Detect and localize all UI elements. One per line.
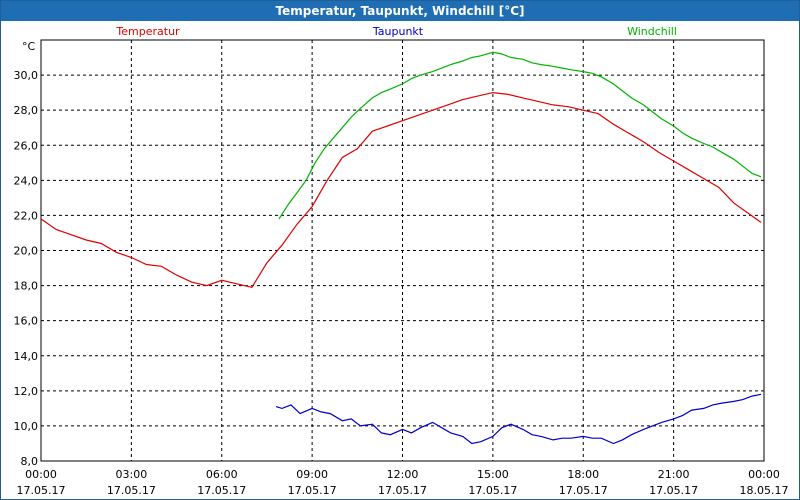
y-tick-label: 12,0 (14, 385, 39, 398)
x-tick-time: 00:00 (25, 468, 57, 481)
plot-frame (40, 39, 765, 462)
y-axis-label: °C (22, 40, 36, 53)
window-title: Temperatur, Taupunkt, Windchill [°C] (1, 1, 799, 21)
x-tick-time: 03:00 (116, 468, 148, 481)
x-tick-time: 21:00 (658, 468, 690, 481)
y-tick-label: 28,0 (14, 104, 39, 117)
y-tick-label: 18,0 (14, 280, 39, 293)
x-tick-time: 18:00 (567, 468, 599, 481)
x-tick-time: 12:00 (387, 468, 419, 481)
y-tick-label: 24,0 (14, 174, 39, 187)
x-tick-time: 09:00 (296, 468, 328, 481)
x-tick-date: 17.05.17 (197, 484, 246, 497)
y-tick-label: 20,0 (14, 245, 39, 258)
y-tick-label: 14,0 (14, 350, 39, 363)
x-tick-time: 00:00 (748, 468, 780, 481)
x-tick-time: 06:00 (206, 468, 238, 481)
x-tick-time: 15:00 (477, 468, 509, 481)
x-tick-date: 18.05.17 (740, 484, 789, 497)
y-tick-label: 10,0 (14, 420, 39, 433)
y-tick-label: 8,0 (21, 455, 39, 468)
y-tick-label: 30,0 (14, 69, 39, 82)
axes: 8,0 10,0 12,0 14,0 16,0 18,0 20,0 22,0 24,0 26,0 2… (14, 39, 789, 497)
y-tick-label: 22,0 (14, 209, 39, 222)
series-line-windchill (278, 51, 762, 220)
x-tick-date: 17.05.17 (17, 484, 66, 497)
x-tick-date: 17.05.17 (649, 484, 698, 497)
legend-temperatur: Temperatur (115, 25, 180, 38)
x-tick-date: 17.05.17 (107, 484, 156, 497)
x-tick-date: 17.05.17 (468, 484, 517, 497)
legend-taupunkt: Taupunkt (372, 25, 424, 38)
x-tick-date: 17.05.17 (559, 484, 608, 497)
x-tick-date: 17.05.17 (288, 484, 337, 497)
legend-windchill: Windchill (627, 25, 677, 38)
series-line-temperatur (40, 91, 762, 288)
grid (41, 40, 764, 461)
legend: Temperatur Taupunkt Windchill (115, 25, 677, 38)
x-tick-date: 17.05.17 (378, 484, 427, 497)
series-line-taupunkt (275, 393, 762, 445)
series (40, 51, 762, 445)
y-tick-label: 26,0 (14, 139, 39, 152)
y-tick-label: 16,0 (14, 315, 39, 328)
